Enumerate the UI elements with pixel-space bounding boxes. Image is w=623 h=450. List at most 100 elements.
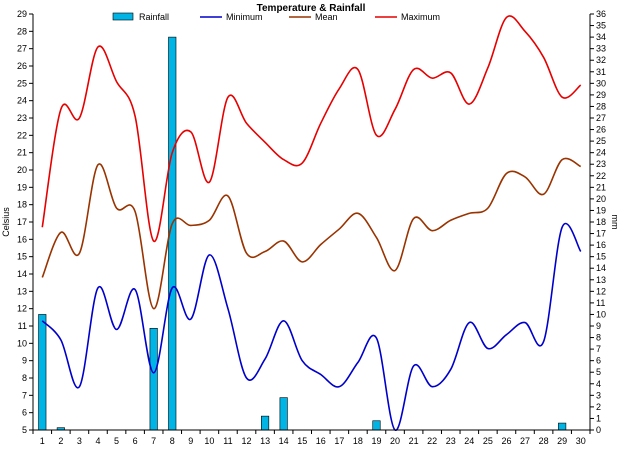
x-tick-label: 6 xyxy=(133,436,138,446)
x-tick-label: 12 xyxy=(242,436,252,446)
y-tick-label-left: 5 xyxy=(22,425,27,435)
temperature-lines xyxy=(41,15,582,431)
y-tick-label-left: 28 xyxy=(17,26,27,36)
x-tick-label: 8 xyxy=(170,436,175,446)
y-tick-label-left: 12 xyxy=(17,304,27,314)
y-tick-label-left: 6 xyxy=(22,408,27,418)
x-tick-label: 25 xyxy=(483,436,493,446)
y-tick-label-right: 34 xyxy=(596,32,606,42)
y-tick-label-right: 13 xyxy=(596,275,606,285)
y-tick-label-left: 20 xyxy=(17,165,27,175)
legend-label-mean: Mean xyxy=(315,12,338,22)
y-tick-label-left: 13 xyxy=(17,286,27,296)
legend: Rainfall Minimum Mean Maximum xyxy=(112,12,440,22)
y-tick-label-right: 29 xyxy=(596,90,606,100)
y-tick-label-right: 17 xyxy=(596,229,606,239)
rainfall-bar-day-19 xyxy=(372,420,381,431)
x-tick-label: 3 xyxy=(77,436,82,446)
x-tick-label: 30 xyxy=(576,436,586,446)
y-tick-label-right: 21 xyxy=(596,182,606,192)
y-tick-label-right: 25 xyxy=(596,136,606,146)
chart-title: Temperature & Rainfall xyxy=(257,3,366,14)
y-tick-label-left: 16 xyxy=(17,234,27,244)
y-tick-label-left: 10 xyxy=(17,338,27,348)
y-tick-label-right: 4 xyxy=(596,379,601,389)
y-tick-label-right: 0 xyxy=(596,425,601,435)
y-tick-label-left: 29 xyxy=(17,9,27,19)
x-tick-label: 18 xyxy=(353,436,363,446)
y-tick-label-right: 31 xyxy=(596,67,606,77)
x-tick-label: 28 xyxy=(539,436,549,446)
legend-label-maximum: Maximum xyxy=(401,12,440,22)
y-tick-label-right: 28 xyxy=(596,101,606,111)
rainfall-bar-day-13 xyxy=(261,415,270,431)
x-tick-label: 7 xyxy=(151,436,156,446)
y-tick-label-right: 7 xyxy=(596,344,601,354)
y-tick-label-right: 24 xyxy=(596,148,606,158)
y-tick-label-left: 14 xyxy=(17,269,27,279)
y-tick-label-right: 30 xyxy=(596,78,606,88)
y-tick-label-right: 23 xyxy=(596,159,606,169)
x-tick-label: 14 xyxy=(279,436,289,446)
y-axis-label-left: Celsius xyxy=(1,207,11,237)
series-line-minimum xyxy=(41,222,582,431)
x-tick-label: 5 xyxy=(114,436,119,446)
series-line-mean xyxy=(41,157,582,310)
y-tick-label-left: 22 xyxy=(17,130,27,140)
axes: 5678910111213141516171819202122232425262… xyxy=(17,9,606,446)
y-tick-label-left: 24 xyxy=(17,96,27,106)
y-tick-label-left: 9 xyxy=(22,356,27,366)
rainfall-bar-day-1 xyxy=(38,314,47,431)
y-tick-label-left: 8 xyxy=(22,373,27,383)
rainfall-bars xyxy=(38,36,567,431)
x-tick-label: 23 xyxy=(446,436,456,446)
y-tick-label-left: 17 xyxy=(17,217,27,227)
x-tick-label: 15 xyxy=(297,436,307,446)
y-tick-label-right: 20 xyxy=(596,194,606,204)
x-tick-label: 11 xyxy=(223,436,232,446)
x-tick-label: 22 xyxy=(427,436,437,446)
rainfall-bar-day-14 xyxy=(279,397,288,431)
y-tick-label-left: 25 xyxy=(17,78,27,88)
x-tick-label: 9 xyxy=(188,436,193,446)
y-tick-label-left: 23 xyxy=(17,113,27,123)
x-tick-label: 24 xyxy=(464,436,474,446)
y-tick-label-right: 9 xyxy=(596,321,601,331)
y-tick-label-right: 22 xyxy=(596,171,606,181)
series-line-maximum xyxy=(41,15,582,242)
y-tick-label-left: 11 xyxy=(18,321,27,331)
y-tick-label-left: 21 xyxy=(17,148,27,158)
legend-swatch-rainfall xyxy=(112,12,134,21)
y-tick-label-right: 11 xyxy=(596,298,605,308)
x-tick-label: 19 xyxy=(371,436,381,446)
y-tick-label-right: 18 xyxy=(596,217,606,227)
x-tick-label: 16 xyxy=(316,436,326,446)
x-tick-label: 26 xyxy=(501,436,511,446)
y-tick-label-right: 36 xyxy=(596,9,606,19)
x-tick-label: 1 xyxy=(40,436,45,446)
y-tick-label-left: 18 xyxy=(17,200,27,210)
y-tick-label-right: 16 xyxy=(596,240,606,250)
x-tick-label: 17 xyxy=(334,436,344,446)
y-tick-label-right: 19 xyxy=(596,205,606,215)
x-tick-label: 20 xyxy=(390,436,400,446)
x-tick-label: 13 xyxy=(260,436,270,446)
y-tick-label-right: 3 xyxy=(596,390,601,400)
y-tick-label-left: 7 xyxy=(22,390,27,400)
y-tick-label-right: 6 xyxy=(596,356,601,366)
y-tick-label-right: 5 xyxy=(596,367,601,377)
y-tick-label-right: 15 xyxy=(596,252,606,262)
y-axis-label-right: mm xyxy=(610,215,620,230)
y-tick-label-right: 14 xyxy=(596,263,606,273)
y-tick-label-right: 32 xyxy=(596,55,606,65)
y-tick-label-right: 2 xyxy=(596,402,601,412)
x-tick-label: 10 xyxy=(204,436,214,446)
legend-label-minimum: Minimum xyxy=(226,12,263,22)
legend-label-rainfall: Rainfall xyxy=(139,12,169,22)
x-tick-label: 27 xyxy=(520,436,530,446)
x-tick-label: 29 xyxy=(557,436,567,446)
y-tick-label-right: 26 xyxy=(596,125,606,135)
y-tick-label-left: 19 xyxy=(17,182,27,192)
y-tick-label-right: 1 xyxy=(596,413,601,423)
